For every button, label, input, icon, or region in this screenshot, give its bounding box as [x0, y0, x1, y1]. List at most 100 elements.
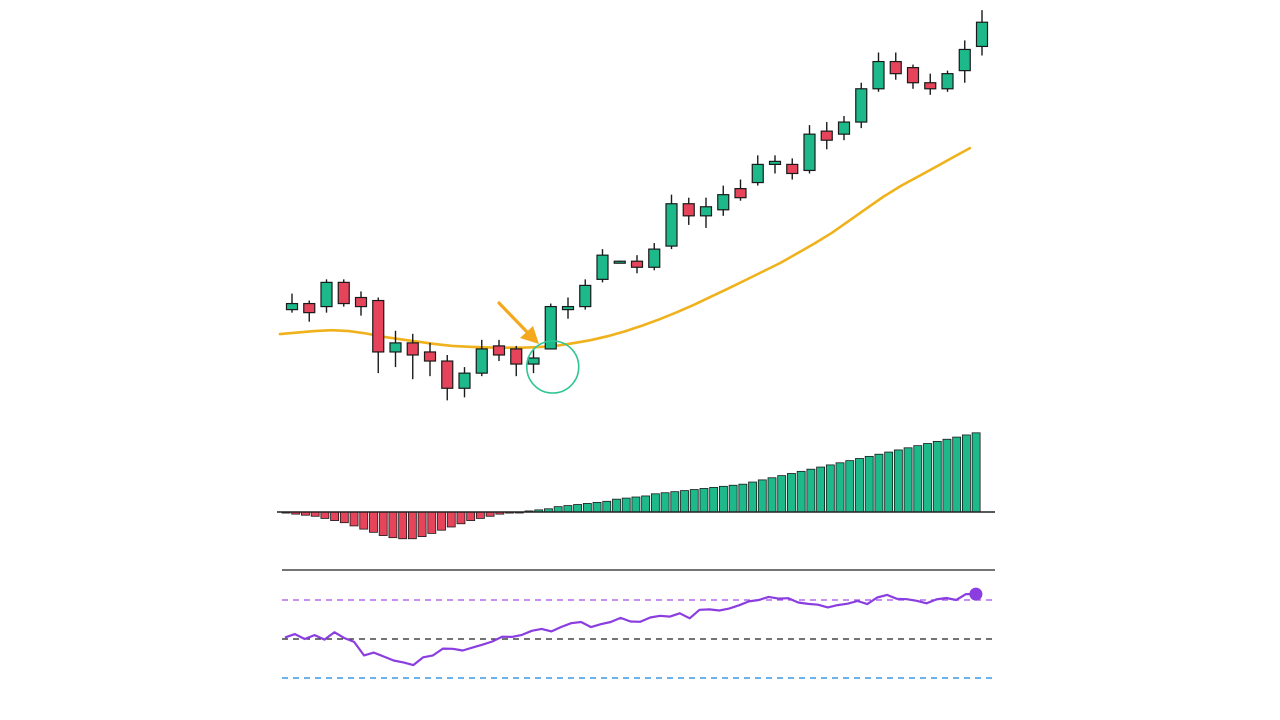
- bearish-candle: [303, 302, 316, 314]
- bearish-candle: [423, 351, 437, 362]
- bullish-candle: [699, 206, 713, 217]
- positive-histogram-bar: [582, 503, 592, 513]
- positive-histogram-bar: [719, 485, 728, 513]
- negative-histogram-bar: [466, 511, 476, 521]
- positive-histogram-bar: [592, 501, 602, 513]
- bullish-candle: [475, 348, 488, 374]
- positive-histogram-bar: [913, 445, 923, 513]
- positive-histogram-bar: [962, 434, 971, 513]
- positive-histogram-bar: [835, 462, 845, 513]
- bullish-candle: [751, 163, 764, 184]
- positive-histogram-bar: [806, 468, 816, 513]
- bullish-candle: [837, 121, 851, 135]
- negative-histogram-bar: [398, 511, 408, 540]
- positive-histogram-bar: [738, 483, 748, 513]
- bullish-candle: [596, 254, 609, 280]
- bearish-candle: [889, 60, 902, 75]
- positive-histogram-bar: [612, 498, 621, 513]
- bearish-candle: [630, 260, 644, 268]
- positive-histogram-bar: [631, 496, 641, 513]
- bearish-candle: [337, 281, 350, 305]
- positive-histogram-bar: [971, 432, 981, 513]
- bullish-candle: [389, 342, 402, 353]
- positive-histogram-bar: [874, 453, 884, 513]
- positive-histogram-bar: [728, 484, 738, 513]
- bullish-candle: [579, 284, 592, 308]
- oscillator-line: [284, 592, 976, 667]
- negative-histogram-bar: [456, 511, 466, 525]
- positive-histogram-bar: [689, 489, 699, 513]
- histogram-panel: [277, 432, 995, 540]
- positive-histogram-bar: [864, 455, 874, 513]
- bullish-candle: [285, 302, 299, 311]
- positive-histogram-bar: [884, 451, 894, 513]
- positive-histogram-bar: [816, 466, 825, 513]
- positive-histogram-bar: [748, 481, 757, 513]
- bearish-candle: [820, 130, 833, 141]
- positive-histogram-bar: [573, 504, 582, 513]
- bearish-candle: [406, 342, 419, 356]
- positive-histogram-bar: [787, 473, 796, 513]
- bearish-candle: [786, 163, 799, 175]
- negative-histogram-bar: [320, 511, 330, 519]
- bullish-candle: [803, 133, 816, 172]
- positive-histogram-bar: [641, 495, 651, 513]
- positive-histogram-bar: [825, 464, 835, 513]
- bullish-candle: [717, 194, 730, 211]
- bearish-candle: [906, 67, 920, 84]
- oscillator-last-point-marker: [969, 587, 983, 601]
- highlight-circle: [525, 340, 580, 394]
- price-panel: [278, 10, 989, 401]
- bullish-candle: [975, 21, 989, 48]
- bullish-candle: [855, 88, 868, 123]
- negative-histogram-bar: [330, 511, 340, 521]
- negative-histogram-bar: [378, 511, 388, 536]
- signal-arrow-head: [520, 326, 539, 344]
- positive-histogram-bar: [923, 443, 932, 513]
- bearish-candle: [441, 360, 454, 389]
- negative-histogram-bar: [349, 511, 359, 527]
- positive-histogram-bar: [845, 460, 855, 513]
- positive-histogram-bar: [621, 497, 631, 513]
- bullish-candle: [768, 160, 782, 166]
- bearish-candle: [372, 299, 385, 353]
- positive-histogram-bar: [932, 440, 942, 513]
- bullish-candle: [613, 260, 626, 264]
- bearish-candle: [682, 203, 695, 217]
- negative-histogram-bar: [446, 511, 456, 528]
- bullish-candle: [320, 281, 333, 308]
- negative-histogram-bar: [437, 511, 446, 531]
- positive-histogram-bar: [709, 486, 719, 513]
- bearish-candle: [492, 345, 506, 356]
- positive-histogram-bar: [796, 470, 806, 513]
- positive-histogram-bar: [553, 506, 563, 513]
- oscillator-panel: [282, 569, 995, 679]
- negative-histogram-bar: [339, 511, 349, 524]
- signal-arrow-shaft: [497, 301, 530, 335]
- positive-histogram-bar: [680, 490, 689, 513]
- positive-histogram-bar: [757, 479, 767, 513]
- positive-histogram-bar: [903, 447, 913, 513]
- positive-histogram-bar: [660, 492, 670, 513]
- positive-histogram-bar: [855, 458, 864, 513]
- negative-histogram-bar: [475, 511, 485, 519]
- bullish-candle: [872, 60, 885, 90]
- negative-histogram-bar: [388, 511, 398, 539]
- positive-histogram-bar: [777, 475, 787, 513]
- positive-histogram-bar: [767, 477, 777, 513]
- bearish-candle: [734, 188, 747, 199]
- bullish-candle: [544, 305, 557, 350]
- bearish-candle: [354, 296, 368, 308]
- positive-histogram-bar: [952, 436, 962, 513]
- positive-histogram-bar: [699, 488, 709, 513]
- bullish-candle: [648, 248, 661, 268]
- positive-histogram-bar: [670, 491, 680, 513]
- negative-histogram-bar: [427, 511, 437, 534]
- positive-histogram-bar: [893, 449, 903, 513]
- negative-histogram-bar: [359, 511, 369, 530]
- bullish-candle: [958, 48, 971, 72]
- positive-histogram-bar: [650, 493, 660, 513]
- bullish-candle: [458, 372, 471, 389]
- bullish-candle: [561, 305, 575, 311]
